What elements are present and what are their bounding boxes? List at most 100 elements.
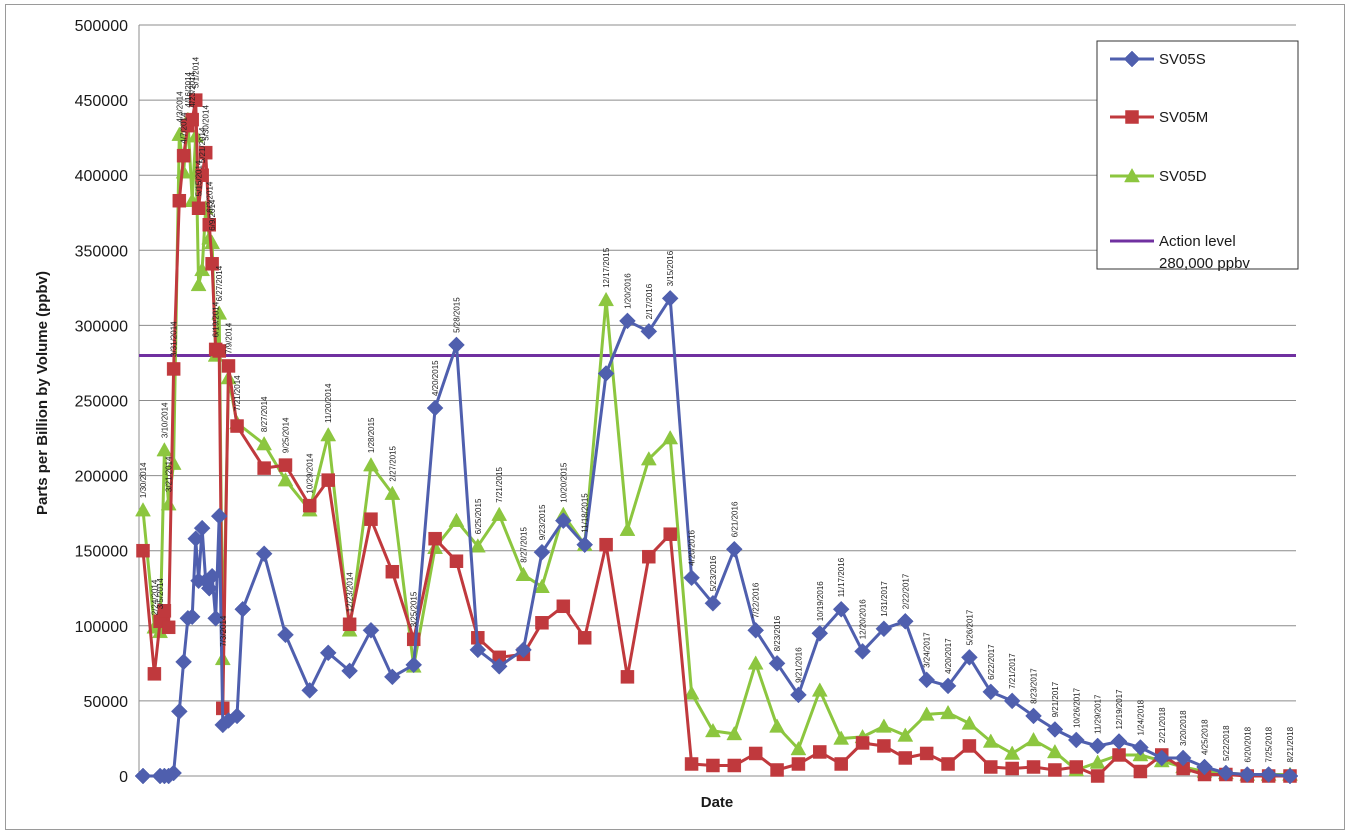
data-point-sv05s (811, 624, 829, 642)
data-point-sv05m (166, 362, 181, 376)
date-label: 7/25/2018 (1265, 726, 1274, 762)
data-point-sv05m (1005, 761, 1019, 776)
date-label: 1/31/2017 (880, 581, 889, 617)
date-label: 11/18/2015 (581, 493, 590, 533)
data-point-sv05s (405, 656, 423, 674)
data-point-sv05m (185, 112, 199, 127)
data-point-sv05s (640, 323, 658, 340)
data-point-sv05s (170, 703, 188, 720)
y-tick-label: 100000 (75, 619, 128, 636)
data-point-sv05d (683, 685, 700, 700)
data-point-sv05s (469, 641, 487, 659)
data-point-sv05d (320, 427, 337, 442)
date-label: 7/9/2014 (225, 322, 234, 354)
date-label: 2/21/2018 (1158, 707, 1167, 743)
date-label: 6/3/2014 (205, 181, 214, 213)
legend-label-sv05m: SV05M (1159, 109, 1208, 126)
data-point-sv05s (234, 600, 252, 618)
data-point-sv05m (1133, 764, 1148, 779)
date-label: 7/21/2017 (1008, 653, 1017, 689)
data-point-sv05s (200, 579, 218, 597)
date-label: 3/5/2014 (156, 578, 165, 610)
data-point-sv05s (832, 600, 850, 618)
y-tick-label: 500000 (75, 18, 128, 35)
data-point-sv05d (515, 566, 532, 581)
data-point-sv05m (205, 257, 219, 271)
date-label: 5/30/2014 (202, 105, 211, 141)
data-point-sv05m (428, 531, 442, 546)
date-label: 1/28/2015 (367, 417, 376, 453)
data-point-sv05m (727, 758, 742, 773)
data-point-sv05m (202, 218, 217, 232)
data-point-sv05s (203, 567, 221, 585)
data-point-sv05m (556, 599, 571, 614)
legend-marker-sv05m (1125, 110, 1139, 124)
data-point-sv05s (533, 543, 551, 561)
data-point-sv05m (1112, 748, 1126, 762)
data-point-sv05m (188, 93, 203, 107)
y-tick-label: 150000 (75, 544, 128, 561)
data-point-sv05d (982, 733, 999, 748)
data-point-sv05m (919, 746, 934, 761)
data-point-sv05m (195, 168, 209, 182)
data-point-sv05d (135, 502, 151, 517)
data-point-sv05s (1153, 749, 1171, 767)
y-tick-label: 300000 (75, 318, 128, 335)
date-label: 8/21/2018 (1286, 726, 1295, 762)
data-point-sv05d (384, 485, 401, 500)
date-label: 9/21/2016 (794, 647, 803, 683)
data-point-sv05s (1260, 766, 1277, 783)
data-point-sv05m (898, 751, 913, 765)
data-point-sv05d (256, 436, 273, 451)
data-point-sv05m (302, 498, 317, 513)
series-line-sv05s (143, 296, 1291, 778)
data-point-sv05d (705, 722, 721, 738)
data-point-sv05m (342, 617, 357, 632)
data-point-sv05m (748, 746, 763, 761)
date-label: 11/29/2017 (1094, 694, 1103, 734)
data-point-sv05m (449, 554, 464, 568)
data-point-sv05s (683, 569, 700, 587)
data-point-sv05m (1048, 763, 1062, 777)
data-point-sv05s (490, 658, 508, 675)
y-tick-label: 200000 (75, 469, 128, 486)
date-label: 7/21/2015 (495, 467, 504, 503)
data-point-sv05m (1026, 760, 1041, 774)
data-point-sv05d (448, 512, 465, 527)
ppbv-line-chart: 0 50000 100000 150000 200000 250000 300000 3500… (34, 18, 1299, 811)
legend-label-action-level-1: Action level (1159, 233, 1236, 250)
data-point-sv05d (619, 521, 636, 536)
data-point-sv05m (770, 763, 784, 777)
date-label: 4/20/2016 (688, 530, 697, 566)
data-point-sv05m (813, 745, 827, 759)
y-tick-label: 250000 (75, 394, 128, 411)
data-point-sv05s (619, 312, 636, 330)
date-label: 11/20/2014 (324, 383, 333, 423)
date-label: 1/24/2018 (1136, 699, 1145, 735)
date-label: 12/20/2016 (859, 599, 868, 640)
legend-label-action-level-2: 280,000 ppbv (1159, 255, 1250, 272)
data-point-sv05s (1089, 737, 1106, 755)
data-point-sv05m (877, 739, 891, 753)
data-point-sv05s (1217, 764, 1235, 782)
data-point-sv05m (321, 473, 335, 487)
date-label: 12/17/2015 (602, 247, 611, 288)
date-label: 8/23/2016 (773, 615, 782, 651)
data-point-sv05s (193, 519, 211, 537)
date-label: 4/3/2014 (175, 91, 184, 123)
data-point-sv05s (383, 668, 401, 686)
data-point-sv05m (962, 739, 977, 753)
y-axis-title: Parts per Billion by Volume (ppbv) (34, 271, 51, 515)
date-label: 12/23/2014 (346, 572, 355, 613)
data-point-sv05d (790, 740, 807, 756)
date-label: 2/17/2016 (645, 283, 654, 319)
date-label: 4/23/2014 (188, 71, 197, 107)
series-line-sv05d (141, 118, 1290, 776)
date-label: 10/29/2014 (306, 453, 315, 494)
data-point-sv05m (364, 512, 378, 526)
data-point-sv05d (165, 455, 182, 470)
data-point-sv05m (221, 359, 236, 373)
data-point-sv05d (175, 164, 192, 179)
date-label: 8/27/2014 (260, 396, 269, 432)
legend-marker-sv05d (1124, 167, 1140, 183)
